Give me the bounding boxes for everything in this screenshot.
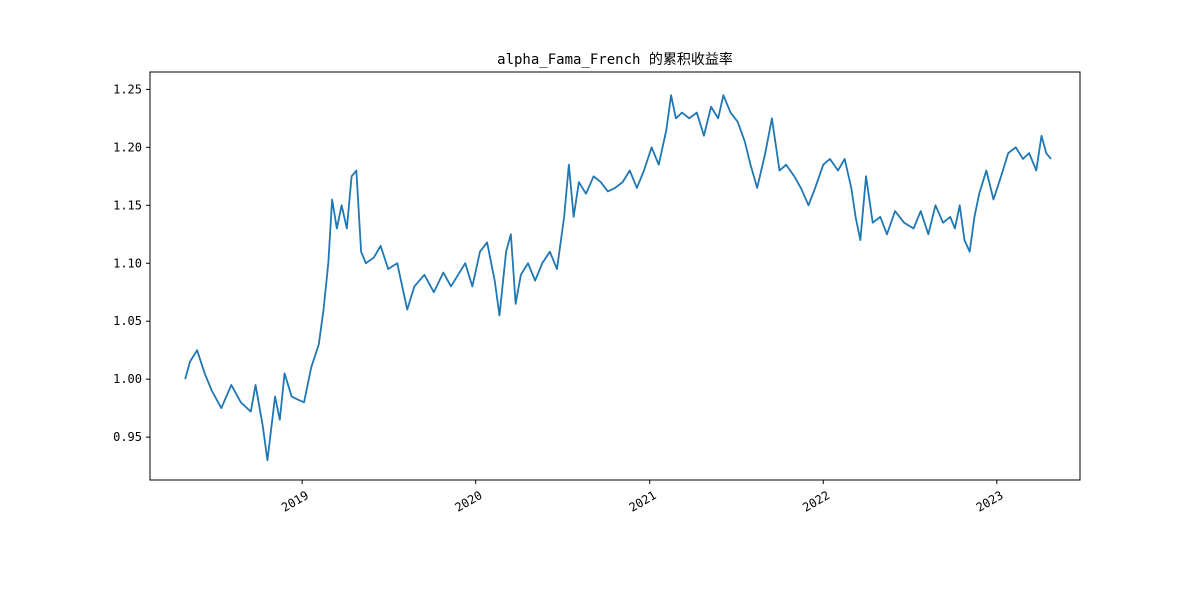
x-tick-label: 2020	[453, 488, 485, 515]
axes-frame	[149, 71, 1081, 481]
x-axis: 2019 2020 2021 2022 2023	[279, 480, 1006, 515]
y-tick-label: 0.95	[113, 430, 142, 444]
y-tick-label: 1.00	[113, 372, 142, 386]
y-tick-label: 1.15	[113, 198, 142, 212]
x-tick-label: 2022	[800, 488, 832, 515]
y-tick-label: 1.05	[113, 314, 142, 328]
x-tick-label: 2019	[279, 488, 311, 515]
x-tick-label: 2023	[974, 488, 1006, 515]
y-axis: 0.95 1.00 1.05 1.10 1.15 1.20 1.25	[113, 82, 150, 444]
y-tick-label: 1.25	[113, 82, 142, 96]
y-tick-label: 1.10	[113, 256, 142, 270]
plot-area	[184, 94, 1052, 462]
series-line-0	[184, 94, 1052, 462]
chart-title: alpha_Fama_French 的累积收益率	[497, 51, 733, 68]
y-tick-label: 1.20	[113, 140, 142, 154]
x-tick-label: 2021	[627, 488, 659, 515]
